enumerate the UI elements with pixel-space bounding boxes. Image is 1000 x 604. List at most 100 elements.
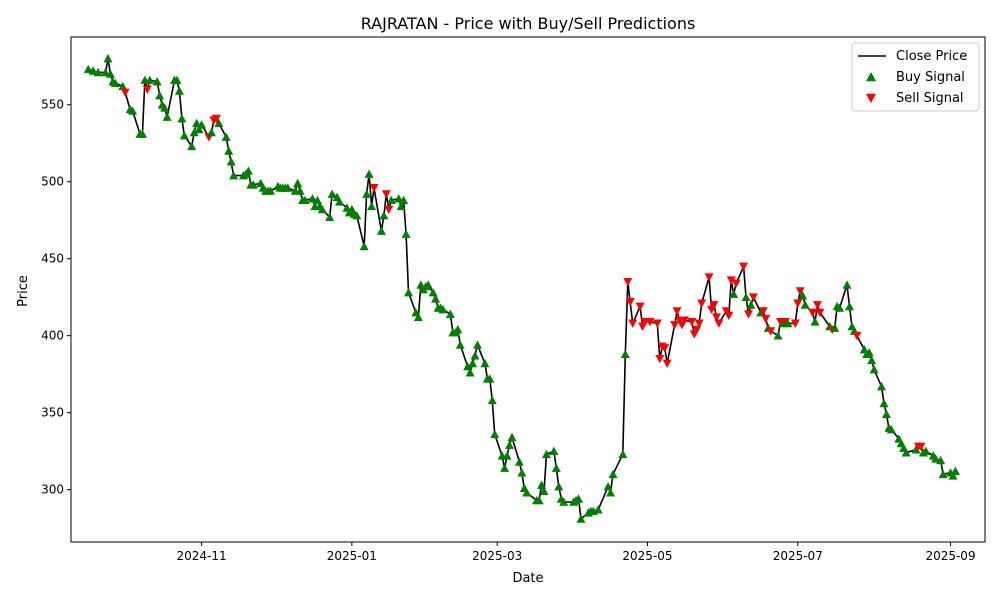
- sell-signal-marker: [672, 307, 682, 316]
- buy-signal-marker: [438, 305, 448, 314]
- sell-signal-marker: [793, 299, 803, 308]
- sell-signal-marker: [704, 273, 714, 282]
- buy-signal-marker: [283, 183, 293, 192]
- legend-box: [851, 42, 980, 112]
- sell-signal-marker: [625, 297, 635, 307]
- buy-signal-marker: [335, 197, 345, 206]
- buy-signal-marker: [867, 355, 877, 365]
- buy-signal-marker: [103, 54, 113, 63]
- close-price-line: [87, 57, 957, 520]
- buy-signal-marker: [145, 75, 155, 84]
- buy-signal-marker: [606, 488, 616, 497]
- sell-signal-marker: [660, 344, 670, 353]
- buy-signal-marker: [729, 289, 739, 298]
- sell-signal-marker: [662, 359, 672, 368]
- sell-signal-marker: [670, 321, 680, 330]
- sell-signal-marker: [655, 354, 665, 364]
- sell-signal-marker: [795, 287, 805, 296]
- buy-signal-marker: [293, 178, 303, 188]
- buy-signal-marker: [810, 317, 820, 326]
- buy-signal-marker: [325, 212, 335, 221]
- buy-signal-marker: [367, 201, 377, 211]
- buy-signal-marker: [396, 201, 406, 211]
- buy-signal-marker: [842, 280, 852, 289]
- buy-signal-marker: [137, 129, 147, 138]
- sell-signal-marker: [721, 307, 731, 316]
- sell-signal-marker: [211, 114, 221, 124]
- buy-signal-marker: [539, 486, 549, 496]
- buy-signal-marker: [608, 469, 618, 479]
- sell-signal-marker: [815, 308, 825, 318]
- sell-signal-marker: [758, 307, 768, 316]
- buy-signal-marker: [248, 180, 258, 189]
- sell-signal-marker: [916, 442, 926, 452]
- sell-signal-marker: [142, 85, 152, 94]
- y-tick-label: 300: [41, 483, 64, 497]
- buy-signal-marker: [88, 66, 98, 75]
- buy-signal-marker: [507, 432, 517, 442]
- sell-signal-marker: [714, 319, 724, 328]
- legend-label: Close Price: [896, 49, 967, 64]
- buy-signal-marker: [352, 211, 362, 220]
- buy-signal-marker: [194, 124, 204, 134]
- sell-signal-marker: [694, 319, 704, 328]
- sell-signal-marker: [852, 331, 862, 341]
- buy-signal-marker: [187, 141, 197, 151]
- sell-signal-marker: [697, 299, 707, 308]
- sell-signal-marker: [635, 302, 645, 311]
- sell-signal-marker: [790, 319, 800, 328]
- x-tick-label: 2024-11: [177, 549, 227, 563]
- buy-signal-marker: [431, 294, 441, 303]
- legend: Close Price Buy Signal Sell Signal: [851, 42, 980, 112]
- buy-signal-marker: [93, 67, 103, 77]
- sell-signal-marker: [739, 262, 749, 271]
- sell-signal-marker: [692, 325, 702, 335]
- sell-signal-marker: [743, 310, 753, 319]
- sell-signal-marker: [687, 318, 697, 327]
- buy-signal-marker: [534, 495, 544, 505]
- buy-signal-marker: [118, 81, 128, 91]
- buy-signal-marker: [921, 446, 931, 455]
- sell-signal-marker: [724, 311, 734, 321]
- buy-signal-marker: [463, 361, 473, 371]
- buy-signal-marker: [881, 409, 891, 419]
- sell-signal-marker: [711, 313, 721, 322]
- buy-signal-marker: [783, 318, 793, 328]
- y-tick-label: 550: [41, 98, 64, 112]
- sell-signal-marker: [645, 318, 655, 327]
- buy-signal-marker: [172, 75, 182, 84]
- x-tick-label: 2025-07: [773, 549, 823, 563]
- buy-signal-marker: [455, 340, 465, 349]
- buy-signal-marker: [179, 131, 189, 140]
- sell-signal-marker: [761, 314, 771, 324]
- buy-signal-marker: [214, 118, 224, 128]
- buy-signal-marker: [502, 451, 512, 460]
- buy-signal-marker: [327, 189, 337, 198]
- legend-label: Buy Signal: [896, 70, 965, 85]
- sell-signal-marker: [808, 308, 818, 318]
- buy-signal-marker: [300, 195, 310, 205]
- buy-signal-marker: [517, 468, 527, 477]
- buy-signal-marker: [522, 488, 532, 497]
- buy-signal-marker: [399, 195, 409, 205]
- buy-signal-marker: [620, 349, 630, 358]
- buy-signal-marker: [485, 374, 495, 383]
- buy-signal-marker: [197, 120, 207, 129]
- buy-signal-marker: [559, 497, 569, 506]
- buy-signal-marker: [830, 323, 840, 332]
- buy-signal-marker: [307, 194, 317, 203]
- sell-signal-marker: [369, 184, 379, 193]
- buy-signal-marker: [295, 186, 305, 195]
- buy-signal-marker: [152, 77, 162, 86]
- sell-signal-marker: [766, 327, 776, 336]
- buy-signal-marker: [453, 325, 463, 334]
- buy-signal-marker: [500, 463, 510, 472]
- buy-signal-marker: [423, 280, 433, 289]
- buy-signal-marker: [128, 106, 138, 115]
- sell-signal-marker: [628, 319, 638, 328]
- x-axis-label: Date: [512, 571, 543, 586]
- buy-signal-marker: [938, 469, 948, 479]
- plot-area: 300 350 400 450 500 550 2024-11 2025-01 2025-03 2…: [41, 36, 986, 563]
- buy-signal-marker: [618, 449, 628, 459]
- buy-signal-marker: [312, 195, 322, 205]
